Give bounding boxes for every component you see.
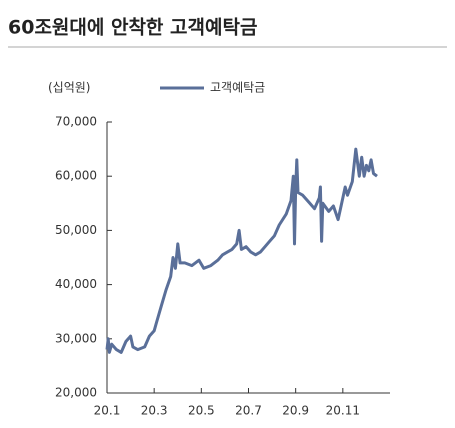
unit-label: (십억원) [48,81,90,95]
legend-label: 고객예탁금 [210,81,265,95]
x-tick-label: 20.1 [94,404,121,418]
y-tick-label: 30,000 [55,331,97,345]
y-tick-label: 20,000 [55,386,97,400]
x-tick-label: 20.7 [235,404,262,418]
x-tick-label: 20.11 [326,404,360,418]
x-tick-label: 20.3 [141,404,168,418]
x-tick-label: 20.5 [188,404,215,418]
x-tick-label: 20.9 [282,404,309,418]
chart-title: 60조원대에 안착한 고객예탁금 [8,17,257,39]
y-tick-label: 40,000 [55,277,97,291]
y-tick-label: 50,000 [55,223,97,237]
y-tick-label: 60,000 [55,169,97,183]
series-line [105,147,378,354]
y-tick-label: 70,000 [55,115,97,129]
